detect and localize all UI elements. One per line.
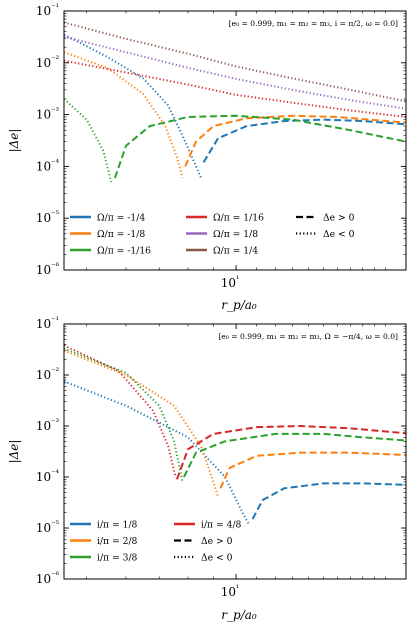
- y-tick-label: 10⁻⁴: [36, 158, 60, 173]
- y-tick-label: 10⁻⁶: [36, 262, 60, 277]
- y-tick-exponent: ⁻⁴: [51, 158, 59, 168]
- y-tick-label: 10⁻⁴: [36, 469, 60, 484]
- series-line-negative: [64, 33, 202, 179]
- parameter-annotation: [e₀ = 0.999, m₁ = m₂ = m₃, i = π/2, ω = …: [229, 19, 398, 28]
- series-line-negative: [64, 35, 406, 110]
- y-tick-base: 10: [36, 572, 51, 586]
- y-tick-base: 10: [36, 108, 51, 122]
- legend-label: Δe > 0: [201, 536, 233, 547]
- y-tick-base: 10: [36, 419, 51, 433]
- y-tick-label: 10⁻⁵: [36, 520, 60, 535]
- legend-label: Ω/π = -1/16: [97, 245, 151, 256]
- legend-label: Ω/π = 1/8: [213, 229, 258, 240]
- y-tick-label: 10⁻²: [36, 367, 59, 382]
- y-tick-base: 10: [36, 521, 51, 535]
- y-tick-exponent: ⁻²: [51, 367, 59, 377]
- y-tick-label: 10⁻³: [36, 107, 59, 122]
- y-tick-exponent: ⁻¹: [51, 3, 59, 13]
- x-axis-label: r_p/a₀: [221, 608, 257, 622]
- y-tick-exponent: ⁻³: [51, 418, 59, 428]
- y-tick-label: 10⁻⁶: [36, 571, 60, 586]
- y-tick-exponent: ⁻⁶: [51, 571, 59, 581]
- x-tick-base: 10: [221, 276, 236, 290]
- legend-label: Δe < 0: [201, 552, 233, 563]
- series-line-negative: [64, 59, 406, 118]
- y-tick-label: 10⁻³: [36, 418, 59, 433]
- x-axis-label: r_p/a₀: [221, 298, 257, 312]
- legend-label: i/π = 2/8: [97, 536, 138, 547]
- legend-label: Ω/π = 1/4: [213, 245, 258, 256]
- series-line-positive: [184, 114, 406, 167]
- parameter-annotation: [e₀ = 0.999, m₁ = m₂ = m₃, Ω = −π/4, ω =…: [218, 332, 398, 341]
- y-axis-label: |Δe|: [7, 440, 21, 464]
- x-tick-label: 10¹: [221, 584, 240, 599]
- legend: Ω/π = -1/4 Ω/π = -1/8 Ω/π = -1/16 Ω/π = 1/1…: [70, 212, 355, 256]
- legend-label: Δe < 0: [323, 229, 355, 240]
- y-tick-base: 10: [36, 56, 51, 70]
- y-axis-label: |Δe|: [7, 129, 21, 153]
- y-tick-exponent: ⁻⁴: [51, 469, 59, 479]
- y-tick-label: 10⁻⁵: [36, 210, 60, 225]
- legend-label: i/π = 4/8: [201, 519, 242, 530]
- series-line-positive: [113, 114, 406, 179]
- series-line-positive: [219, 451, 406, 489]
- legend-label: i/π = 1/8: [97, 519, 138, 530]
- legend-label: Ω/π = 1/16: [213, 212, 264, 223]
- y-tick-exponent: ⁻⁶: [51, 262, 59, 272]
- legend-label: Δe > 0: [323, 212, 355, 223]
- y-tick-base: 10: [36, 317, 51, 331]
- y-tick-base: 10: [36, 263, 51, 277]
- y-tick-base: 10: [36, 211, 51, 225]
- series-line-positive: [176, 425, 406, 480]
- series-line-positive: [202, 118, 406, 163]
- series-line-negative: [64, 347, 184, 483]
- y-tick-exponent: ⁻³: [51, 107, 59, 117]
- x-tick-exponent: ¹: [236, 584, 239, 594]
- series-line-negative: [64, 349, 220, 498]
- y-tick-exponent: ⁻⁵: [51, 210, 59, 220]
- series-line-positive: [183, 432, 406, 478]
- series-group: [64, 344, 406, 525]
- y-tick-label: 10⁻¹: [36, 316, 59, 331]
- x-tick-label: 10¹: [221, 275, 240, 290]
- y-tick-exponent: ⁻²: [51, 55, 59, 65]
- series-line-positive: [251, 482, 406, 520]
- y-tick-base: 10: [36, 368, 51, 382]
- y-tick-label: 10⁻¹: [36, 3, 59, 18]
- series-line-negative: [64, 98, 113, 183]
- legend-label: Ω/π = -1/4: [97, 212, 145, 223]
- series-line-negative: [64, 344, 177, 478]
- x-tick-base: 10: [221, 585, 236, 599]
- y-tick-base: 10: [36, 159, 51, 173]
- series-group: [64, 21, 406, 183]
- legend: i/π = 1/8 i/π = 2/8 i/π = 3/8 i/π = 4/8 Δe >…: [70, 519, 242, 563]
- legend-label: i/π = 3/8: [97, 552, 138, 563]
- plot-frame: [63, 323, 407, 580]
- series-line-negative: [64, 51, 184, 179]
- plot-frame: [63, 10, 407, 271]
- y-tick-exponent: ⁻⁵: [51, 520, 59, 530]
- x-tick-exponent: ¹: [236, 275, 239, 285]
- y-tick-label: 10⁻²: [36, 55, 59, 70]
- y-tick-exponent: ⁻¹: [51, 316, 59, 326]
- y-tick-base: 10: [36, 4, 51, 18]
- legend-label: Ω/π = -1/8: [97, 229, 145, 240]
- y-tick-base: 10: [36, 470, 51, 484]
